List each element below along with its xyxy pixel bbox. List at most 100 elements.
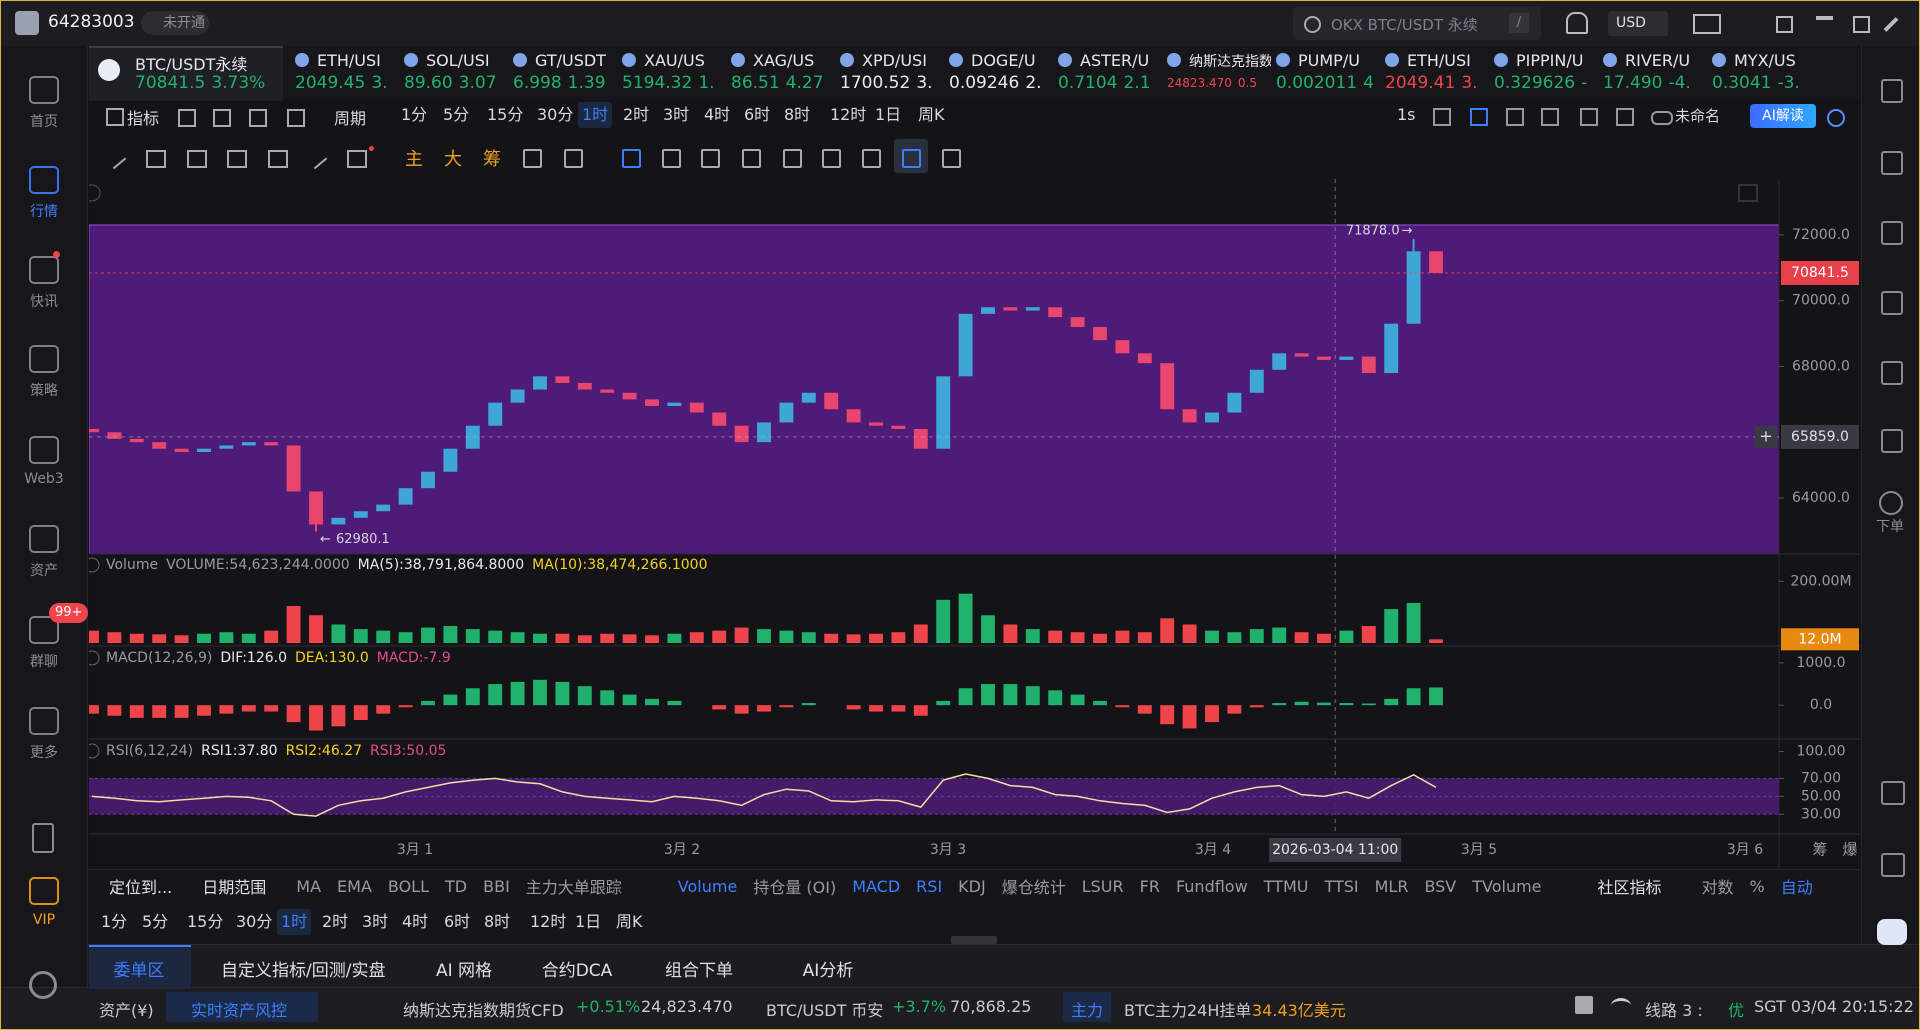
- interval-button[interactable]: 6时: [744, 105, 771, 124]
- right-sidebar-icon[interactable]: [1881, 79, 1903, 103]
- interval-button[interactable]: 6时: [444, 912, 471, 931]
- toolbar-icon[interactable]: [287, 109, 305, 127]
- indicator-item[interactable]: FR: [1139, 876, 1160, 896]
- interval-button[interactable]: 5分: [142, 912, 169, 931]
- assistant-icon[interactable]: [1877, 919, 1907, 945]
- ticker[interactable]: ETH/USI 2049.41 3.: [1385, 46, 1489, 99]
- sidebar-icon[interactable]: [29, 166, 59, 194]
- sidebar-label[interactable]: 资产: [30, 563, 58, 579]
- sidebar-label[interactable]: VIP: [32, 912, 56, 928]
- toolbar-icon[interactable]: [1580, 108, 1598, 126]
- drawing-tool[interactable]: [742, 149, 761, 168]
- interval-button[interactable]: 15分: [187, 912, 224, 931]
- sidebar-icon[interactable]: [29, 345, 59, 373]
- window-control[interactable]: [1816, 16, 1833, 20]
- drawing-tool[interactable]: [268, 150, 288, 168]
- right-sidebar-icon[interactable]: [1881, 429, 1903, 453]
- indicator-item[interactable]: 对数: [1701, 878, 1734, 897]
- sidebar-phone-icon[interactable]: [32, 823, 54, 853]
- sidebar-label[interactable]: 快讯: [30, 294, 58, 310]
- drawing-tool[interactable]: [942, 149, 961, 168]
- interval-button[interactable]: 15分: [487, 105, 524, 124]
- bottom-tab[interactable]: 组合下单: [665, 961, 733, 981]
- interval-button[interactable]: 2时: [322, 912, 349, 931]
- indicator-item[interactable]: 社区指标: [1597, 878, 1662, 897]
- drawing-tool[interactable]: [187, 150, 207, 168]
- indicator-item[interactable]: Volume: [677, 876, 738, 896]
- drawing-tool[interactable]: [146, 150, 166, 168]
- drawing-label[interactable]: 大: [444, 149, 462, 170]
- ticker[interactable]: ASTER/U 0.7104 2.1: [1058, 46, 1162, 99]
- bottom-tab[interactable]: AI分析: [802, 961, 854, 981]
- drawing-tool[interactable]: [347, 150, 367, 168]
- toolbar-icon[interactable]: [178, 109, 196, 127]
- indicator-item[interactable]: 持仓量 (OI): [753, 878, 837, 897]
- toolbar-icon[interactable]: [213, 109, 231, 127]
- toolbar-icon[interactable]: [1616, 108, 1634, 126]
- ticker[interactable]: XAG/US 86.51 4.27: [731, 46, 835, 99]
- interval-button[interactable]: 3时: [663, 105, 690, 124]
- interval-button[interactable]: 周K: [918, 105, 945, 124]
- cloud-icon[interactable]: [1651, 111, 1673, 125]
- drawing-tool[interactable]: [783, 149, 802, 168]
- interval-button[interactable]: 4时: [704, 105, 731, 124]
- bell-icon[interactable]: [1566, 12, 1588, 34]
- indicator-item[interactable]: 定位到...: [109, 878, 173, 897]
- search-box[interactable]: [1293, 7, 1541, 40]
- indicator-item[interactable]: BBI: [483, 876, 510, 896]
- sidebar-icon[interactable]: [29, 616, 59, 644]
- indicator-item[interactable]: BSV: [1424, 876, 1457, 896]
- panel-handle[interactable]: [951, 936, 997, 944]
- sidebar-label[interactable]: Web3: [24, 471, 64, 487]
- indicator-item[interactable]: EMA: [337, 876, 372, 896]
- bottom-tab[interactable]: AI 网格: [435, 961, 493, 981]
- sidebar-icon[interactable]: [29, 76, 59, 104]
- mail-icon[interactable]: [1693, 14, 1721, 34]
- right-sidebar-icon[interactable]: [1881, 221, 1903, 245]
- indicator-item[interactable]: 主力大单跟踪: [525, 878, 622, 897]
- right-sidebar-icon[interactable]: [1881, 291, 1903, 315]
- drawing-tool[interactable]: [822, 149, 841, 168]
- indicator-item[interactable]: %: [1749, 876, 1765, 896]
- drawing-tool[interactable]: [523, 149, 542, 168]
- ticker[interactable]: GT/USDT 6.998 1.39: [513, 46, 617, 99]
- drawing-tool[interactable]: [622, 149, 641, 168]
- interval-button[interactable]: 3时: [362, 912, 389, 931]
- ticker[interactable]: PIPPIN/U 0.329626-: [1494, 46, 1598, 99]
- indicator-item[interactable]: 爆仓统计: [1001, 878, 1066, 897]
- status-badge[interactable]: 未开通: [141, 11, 209, 35]
- toolbar-icon[interactable]: [249, 109, 267, 127]
- indicator-item[interactable]: MACD: [852, 876, 901, 896]
- sidebar-icon[interactable]: [29, 877, 59, 905]
- interval-button[interactable]: 30分: [537, 105, 574, 124]
- sidebar-label[interactable]: 策略: [30, 383, 58, 399]
- ticker[interactable]: SOL/USI 89.60 3.07: [404, 46, 508, 99]
- bottom-tab[interactable]: 合约DCA: [541, 961, 613, 981]
- interval-button[interactable]: 周K: [616, 912, 643, 931]
- sidebar-settings-icon[interactable]: [29, 971, 57, 999]
- interval-button[interactable]: 12时: [530, 912, 567, 931]
- interval-button[interactable]: 1时: [277, 909, 312, 935]
- interval-button[interactable]: 30分: [236, 912, 273, 931]
- interval-button[interactable]: 1分: [101, 912, 128, 931]
- indicator-item[interactable]: Fundflow: [1175, 876, 1248, 896]
- interval-button[interactable]: 4时: [402, 912, 429, 931]
- drawing-label[interactable]: 主: [405, 149, 423, 170]
- indicator-item[interactable]: TD: [445, 876, 468, 896]
- ticker[interactable]: ETH/USI 2049.45 3.: [295, 46, 399, 99]
- right-sidebar-icon[interactable]: [1881, 853, 1905, 877]
- ticker[interactable]: XAU/US 5194.32 1.: [622, 46, 726, 99]
- right-sidebar-icon[interactable]: [1879, 491, 1903, 515]
- indicator-item[interactable]: TVolume: [1472, 876, 1542, 896]
- indicator-item[interactable]: TTMU: [1263, 876, 1309, 896]
- indicator-item[interactable]: MLR: [1374, 876, 1409, 896]
- sidebar-label[interactable]: 更多: [30, 745, 58, 761]
- toolbar-icon[interactable]: [1433, 108, 1451, 126]
- status-assets[interactable]: 资产(¥): [99, 1001, 154, 1020]
- interval-button[interactable]: 12时: [830, 105, 867, 124]
- layout-name[interactable]: 未命名: [1675, 107, 1721, 125]
- sidebar-label[interactable]: 首页: [30, 114, 58, 130]
- currency-select[interactable]: USD: [1608, 11, 1668, 36]
- window-control[interactable]: [1853, 16, 1870, 33]
- ai-button[interactable]: AI解读: [1750, 104, 1816, 128]
